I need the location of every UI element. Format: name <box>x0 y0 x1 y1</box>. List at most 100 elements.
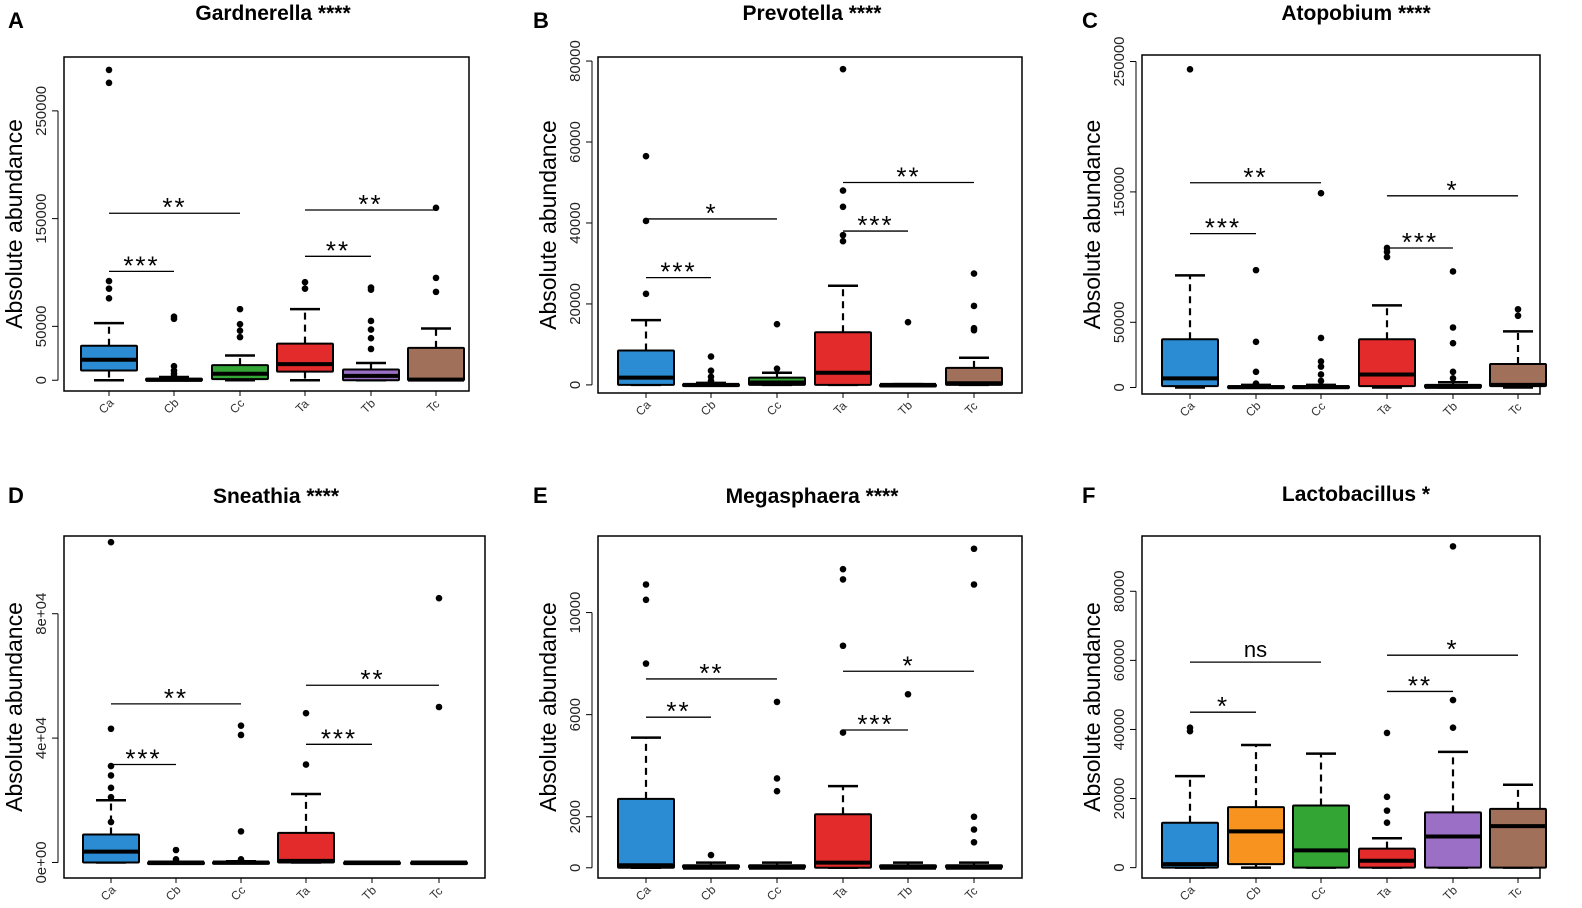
y-tick-label: 0 <box>1111 383 1128 391</box>
outlier-point <box>236 327 244 334</box>
significance-label: *** <box>123 250 159 280</box>
outlier-point <box>435 703 443 711</box>
outlier-point <box>707 851 715 859</box>
significance-bracket: *** <box>109 250 174 280</box>
box-tc <box>945 545 1003 870</box>
y-axis: 0 20000 40000 60000 80000 <box>567 40 593 389</box>
outlier-point <box>1383 253 1391 261</box>
significance-label: * <box>1446 175 1458 205</box>
x-tick-label: Tb <box>359 883 379 903</box>
outlier-point <box>1317 358 1325 365</box>
outlier-point <box>170 362 178 370</box>
x-tick-label: Tc <box>962 884 980 902</box>
y-axis-label: Absolute abundance <box>1079 602 1105 812</box>
outlier-point <box>970 324 978 332</box>
outlier-point <box>237 731 245 739</box>
outlier-point <box>1252 338 1260 346</box>
plot-frame <box>597 535 1023 879</box>
y-tick-label: 0 <box>567 381 584 389</box>
outlier-point <box>970 545 978 553</box>
outlier-point <box>970 270 978 277</box>
x-tick-label: Ta <box>1375 884 1394 903</box>
outlier-point <box>107 784 115 792</box>
box-tb <box>1424 268 1482 389</box>
box-body <box>276 342 334 373</box>
significance-bracket: ** <box>1190 162 1321 192</box>
y-tick-label: 4e+04 <box>33 717 50 759</box>
box-body <box>1358 338 1416 388</box>
outlier-point <box>642 152 650 160</box>
y-tick-label: 150000 <box>33 194 50 244</box>
box-body <box>1424 811 1482 869</box>
panel-a: A Gardnerella **** 0 50000 150000 250000 Absol… <box>1 2 470 417</box>
significance-bracket: * <box>1387 175 1518 205</box>
x-tick-label: Cc <box>1308 399 1328 419</box>
box-cb <box>1227 743 1285 869</box>
outlier-point <box>839 729 847 736</box>
box-ta <box>814 565 872 870</box>
box-ca <box>82 538 140 864</box>
outlier-point <box>1449 724 1457 732</box>
significance-label: *** <box>321 723 357 753</box>
outlier-point <box>1514 305 1522 313</box>
significance-label: ** <box>162 192 186 222</box>
significance-label: * <box>1446 634 1458 664</box>
y-tick-label: 20000 <box>567 283 584 325</box>
chart-title: Atopobium **** <box>1281 2 1431 25</box>
chart-title: Lactobacillus * <box>1282 483 1431 506</box>
outlier-point <box>107 725 115 733</box>
x-tick-label: Cb <box>1243 399 1264 420</box>
significance-label: ** <box>896 161 920 191</box>
y-tick-label: 250000 <box>1111 36 1128 86</box>
box-tb <box>879 318 937 388</box>
outlier-point <box>236 305 244 313</box>
box-tc <box>1489 305 1547 389</box>
significance-bracket: *** <box>646 257 711 287</box>
box-body <box>617 797 675 869</box>
panel-label: C <box>1082 8 1098 33</box>
box-body <box>277 831 335 864</box>
y-tick-label: 40000 <box>567 202 584 244</box>
x-tick-label: Tb <box>1440 883 1460 903</box>
box-tc <box>1489 783 1547 869</box>
box-ta <box>277 709 335 864</box>
box-ta <box>814 65 872 387</box>
box-body <box>82 833 140 864</box>
outlier-point <box>1252 266 1260 274</box>
panel-b: B Prevotella **** 0 20000 40000 60000 80000 Abs… <box>533 2 1023 419</box>
x-axis: Ca Cb Cc Ta Tb Tc <box>633 878 980 904</box>
significance-label: ** <box>164 683 188 713</box>
significance-bracket: ** <box>843 161 974 191</box>
panel-label: B <box>533 8 549 33</box>
box-cb <box>682 353 740 388</box>
y-axis-label: Absolute abundance <box>1 602 27 812</box>
y-tick-label: 60000 <box>1111 640 1128 682</box>
outlier-point <box>642 290 650 298</box>
outlier-point <box>435 594 443 602</box>
significance-label: ** <box>699 658 723 688</box>
box-ta <box>276 278 334 382</box>
box-cb <box>682 851 740 870</box>
outlier-point <box>839 642 847 650</box>
significance-label: * <box>1217 691 1229 721</box>
y-tick-label: 50000 <box>33 305 50 347</box>
box-tb <box>879 690 937 870</box>
outlier-point <box>1252 368 1260 376</box>
chart-title: Sneathia **** <box>213 485 340 508</box>
y-axis: 0 50000 150000 250000 <box>1111 36 1137 392</box>
outlier-point <box>367 345 375 353</box>
significance-bracket: ** <box>305 189 436 219</box>
box-ca <box>80 66 138 382</box>
outlier-point <box>1449 375 1457 382</box>
x-axis: Ca Cb Cc Ta Tb Tc <box>96 391 442 417</box>
outlier-point <box>367 284 375 291</box>
plot-frame <box>597 56 1023 394</box>
x-axis: Ca Cb Cc Ta Tb Tc <box>633 393 980 419</box>
outlier-point <box>1383 807 1391 814</box>
outlier-point <box>302 761 310 768</box>
y-axis-label: Absolute abundance <box>535 602 561 812</box>
significance-label: *** <box>857 210 893 240</box>
outlier-point <box>105 285 113 292</box>
significance-label: * <box>902 650 914 680</box>
outlier-point <box>642 660 650 667</box>
